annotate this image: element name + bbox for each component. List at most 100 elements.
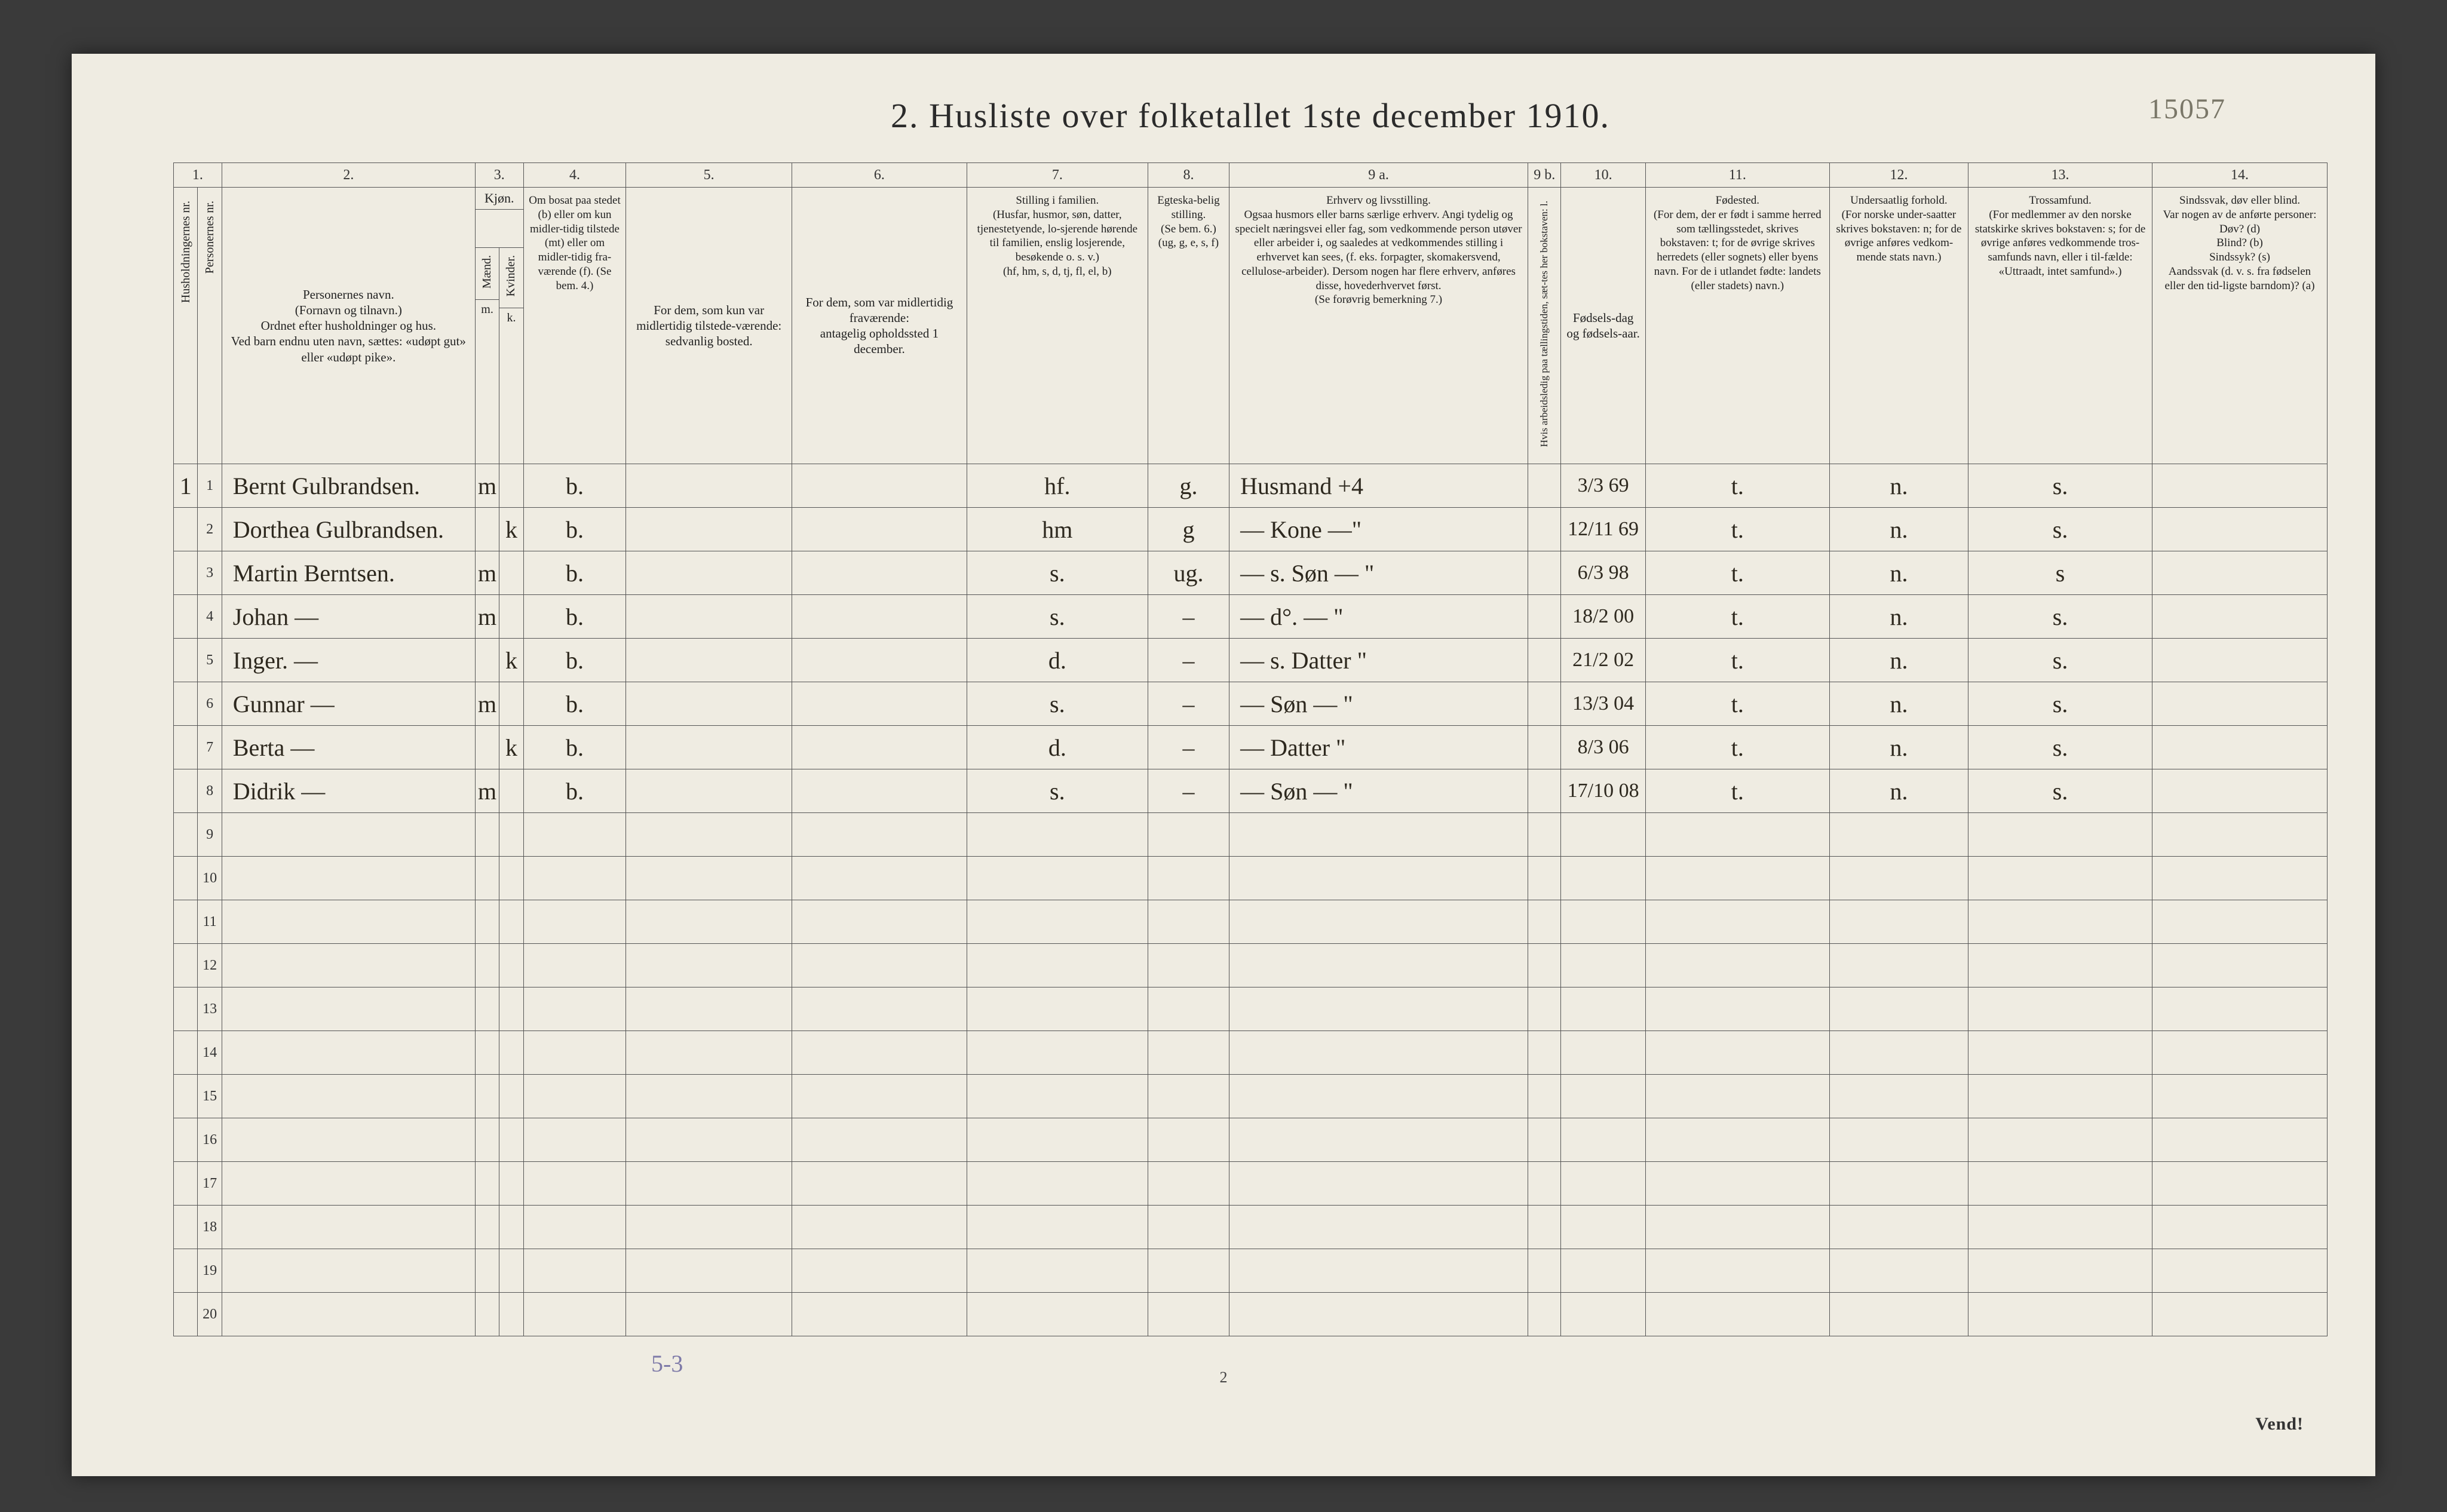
cell-marital: –	[1148, 726, 1229, 769]
cell-temp-present	[626, 508, 792, 551]
cell-male	[475, 1162, 499, 1206]
cell-infirmity	[2152, 639, 2328, 682]
cell-male	[475, 639, 499, 682]
cell-occupation	[1229, 944, 1528, 987]
cell-person-nr: 9	[198, 813, 222, 857]
cell-female	[499, 1118, 523, 1162]
cell-male	[475, 857, 499, 900]
cell-citizenship: n.	[1829, 551, 1968, 595]
cell-infirmity	[2152, 595, 2328, 639]
cell-marital: –	[1148, 769, 1229, 813]
cell-birthplace	[1645, 1031, 1829, 1075]
cell-birthdate	[1561, 1206, 1645, 1249]
cell-birthdate: 21/2 02	[1561, 639, 1645, 682]
cell-citizenship	[1829, 987, 1968, 1031]
table-row: 9	[174, 813, 2328, 857]
header-unemployed: Hvis arbeidsledig paa tællingstiden, sæt…	[1528, 188, 1561, 464]
cell-residence: b.	[523, 682, 626, 726]
cell-occupation: — d°. — "	[1229, 595, 1528, 639]
table-row: 10	[174, 857, 2328, 900]
header-row: Husholdningernes nr. Personernes nr. Per…	[174, 188, 2328, 248]
cell-temp-absent	[792, 1206, 967, 1249]
cell-temp-absent	[792, 1293, 967, 1336]
cell-birthdate: 6/3 98	[1561, 551, 1645, 595]
cell-citizenship	[1829, 1075, 1968, 1118]
cell-marital: g	[1148, 508, 1229, 551]
cell-temp-present	[626, 726, 792, 769]
cell-birthdate	[1561, 1031, 1645, 1075]
cell-name: Gunnar —	[222, 682, 475, 726]
cell-residence: b.	[523, 551, 626, 595]
cell-household-nr	[174, 1118, 198, 1162]
cell-residence	[523, 1031, 626, 1075]
table-row: 8Didrik —mb.s.–— Søn — "17/10 08t.n.s.	[174, 769, 2328, 813]
cell-temp-present	[626, 813, 792, 857]
cell-religion: s.	[1968, 726, 2152, 769]
cell-male: m	[475, 464, 499, 508]
colnum-7: 7.	[967, 163, 1148, 188]
cell-occupation: — s. Søn — "	[1229, 551, 1528, 595]
header-name: Personernes navn. (Fornavn og tilnavn.) …	[222, 188, 475, 464]
cell-name	[222, 1293, 475, 1336]
cell-birthdate: 13/3 04	[1561, 682, 1645, 726]
cell-religion	[1968, 1249, 2152, 1293]
cell-unemployed	[1528, 1031, 1561, 1075]
cell-unemployed	[1528, 769, 1561, 813]
cell-birthplace	[1645, 857, 1829, 900]
cell-birthdate: 17/10 08	[1561, 769, 1645, 813]
cell-citizenship	[1829, 1249, 1968, 1293]
cell-name	[222, 1031, 475, 1075]
colnum-3: 3.	[475, 163, 523, 188]
cell-household-nr	[174, 769, 198, 813]
cell-infirmity	[2152, 726, 2328, 769]
cell-religion: s.	[1968, 595, 2152, 639]
cell-temp-absent	[792, 900, 967, 944]
colnum-9a: 9 a.	[1229, 163, 1528, 188]
cell-marital: –	[1148, 682, 1229, 726]
cell-infirmity	[2152, 987, 2328, 1031]
cell-residence	[523, 813, 626, 857]
cell-residence	[523, 1118, 626, 1162]
cell-citizenship	[1829, 1162, 1968, 1206]
cell-marital	[1148, 1031, 1229, 1075]
cell-birthdate	[1561, 857, 1645, 900]
cell-family-position	[967, 1031, 1148, 1075]
cell-person-nr: 14	[198, 1031, 222, 1075]
cell-marital	[1148, 944, 1229, 987]
cell-female	[499, 1249, 523, 1293]
table-row: 19	[174, 1249, 2328, 1293]
cell-temp-present	[626, 769, 792, 813]
cell-religion	[1968, 1206, 2152, 1249]
cell-temp-absent	[792, 813, 967, 857]
cell-infirmity	[2152, 508, 2328, 551]
cell-female	[499, 682, 523, 726]
cell-family-position: s.	[967, 595, 1148, 639]
cell-male	[475, 987, 499, 1031]
cell-female	[499, 1162, 523, 1206]
cell-person-nr: 4	[198, 595, 222, 639]
cell-name	[222, 1162, 475, 1206]
cell-female	[499, 944, 523, 987]
document-page: 15057 2. Husliste over folketallet 1ste …	[72, 54, 2375, 1476]
colnum-4: 4.	[523, 163, 626, 188]
cell-residence: b.	[523, 726, 626, 769]
header-male: Mænd.m.	[475, 247, 499, 464]
cell-citizenship	[1829, 1293, 1968, 1336]
cell-name	[222, 1249, 475, 1293]
cell-person-nr: 7	[198, 726, 222, 769]
cell-temp-present	[626, 551, 792, 595]
cell-marital	[1148, 1249, 1229, 1293]
cell-family-position	[967, 1118, 1148, 1162]
cell-name	[222, 944, 475, 987]
header-temp-absent: For dem, som var midlertidig fraværende:…	[792, 188, 967, 464]
cell-religion: s.	[1968, 769, 2152, 813]
cell-temp-present	[626, 1162, 792, 1206]
table-row: 3Martin Berntsen.mb.s.ug.— s. Søn — "6/3…	[174, 551, 2328, 595]
cell-name	[222, 857, 475, 900]
cell-female	[499, 1206, 523, 1249]
cell-name: Didrik —	[222, 769, 475, 813]
cell-religion	[1968, 1075, 2152, 1118]
cell-birthplace	[1645, 1162, 1829, 1206]
cell-residence: b.	[523, 464, 626, 508]
cell-person-nr: 12	[198, 944, 222, 987]
